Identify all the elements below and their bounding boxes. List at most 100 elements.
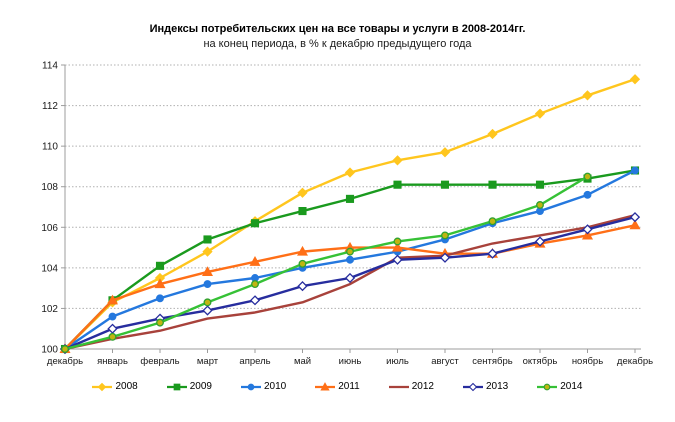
series-marker <box>298 207 307 216</box>
legend-marker <box>98 382 107 391</box>
chart-subtitle: на конец периода, в % к декабрю предыдущ… <box>203 38 472 50</box>
series-marker <box>297 280 308 292</box>
series-marker <box>249 295 261 306</box>
series-marker <box>393 180 402 189</box>
x-axis-label: декабрь <box>47 356 83 367</box>
series-line-2014 <box>63 175 589 351</box>
legend-swatch-2008 <box>92 382 113 391</box>
series-marker <box>392 155 403 166</box>
series-marker <box>535 180 545 189</box>
legend-swatch-2011 <box>315 381 336 391</box>
series-marker <box>581 229 594 240</box>
y-axis-label: 110 <box>42 142 58 153</box>
legend-marker <box>173 383 181 390</box>
series-marker <box>201 266 214 276</box>
legend-item-2012: 2012 <box>388 381 434 392</box>
x-axis-label: сентябрь <box>472 356 512 367</box>
legend-label-2013: 2013 <box>486 381 509 392</box>
series-marker <box>487 248 498 259</box>
series-marker <box>393 237 402 246</box>
series-marker <box>629 219 641 230</box>
series-marker <box>106 294 119 305</box>
y-axis-label: 112 <box>42 101 58 112</box>
series-marker <box>249 256 261 266</box>
series-line-2012 <box>63 213 637 351</box>
legend-marker <box>468 382 478 391</box>
x-axis-label: декабрь <box>617 356 653 367</box>
legend-label-2008: 2008 <box>115 381 138 392</box>
legend-item-2008: 2008 <box>92 381 138 392</box>
x-axis-label: январь <box>97 356 128 367</box>
x-axis-label: ноябрь <box>572 356 603 367</box>
y-axis-label: 104 <box>41 263 58 274</box>
series-marker <box>344 272 356 284</box>
series-marker <box>629 212 641 223</box>
series-marker <box>534 236 546 247</box>
legend-label-2012: 2012 <box>411 381 434 392</box>
legend-item-2014: 2014 <box>537 381 583 392</box>
series-marker <box>155 261 165 270</box>
legend: 2008 2009 2010 2011 2012 2013 2014 <box>0 381 675 392</box>
y-axis-label: 100 <box>41 345 58 356</box>
series-marker <box>346 247 354 256</box>
y-axis-label: 106 <box>41 223 58 234</box>
series-marker <box>296 245 309 256</box>
plot-area: 100 102 104 106 108 110 112 114 декабрь январь фев… <box>41 61 653 368</box>
series-marker <box>203 235 212 244</box>
series-marker <box>344 167 356 178</box>
y-axis-label: 108 <box>41 182 58 193</box>
series-marker <box>298 259 307 268</box>
series-marker <box>488 180 497 189</box>
series-marker <box>441 231 449 240</box>
series-marker <box>108 332 117 341</box>
series-marker <box>202 305 213 316</box>
x-axis-label: май <box>294 356 311 367</box>
x-axis-label: февраль <box>140 356 179 367</box>
x-axis-label: июнь <box>339 356 362 367</box>
series-marker <box>392 254 403 265</box>
legend-marker <box>247 383 255 390</box>
legend-item-2013: 2013 <box>463 381 508 392</box>
legend-label-2009: 2009 <box>189 381 212 392</box>
series-marker <box>534 108 546 119</box>
legend-label-2010: 2010 <box>263 381 287 392</box>
series-marker <box>107 323 118 334</box>
series-marker <box>345 194 355 203</box>
series-marker <box>629 74 641 85</box>
legend-swatch-2010 <box>240 383 261 390</box>
series-marker <box>487 128 498 140</box>
x-axis-label: апрель <box>239 356 270 367</box>
x-axis-label: июль <box>386 356 409 367</box>
series-marker <box>251 280 259 289</box>
series-marker <box>583 172 592 181</box>
chart-title: Индексы потребительских цен на все товар… <box>149 23 526 35</box>
series-marker <box>61 345 69 353</box>
x-axis-label: август <box>431 356 459 367</box>
legend-swatch-2012 <box>388 385 409 388</box>
series-marker <box>583 190 592 199</box>
series-marker <box>202 246 213 257</box>
legend-marker <box>320 381 330 391</box>
series-marker <box>631 166 639 175</box>
series-marker <box>156 318 164 327</box>
series-marker <box>582 90 593 101</box>
legend-swatch-2013 <box>463 382 483 391</box>
legend-swatch-2009 <box>166 383 187 390</box>
legend-label-2014: 2014 <box>560 381 583 392</box>
series-marker <box>440 180 450 189</box>
series-marker <box>439 252 451 263</box>
series-marker <box>582 224 593 235</box>
x-axis-label: март <box>197 356 219 367</box>
series-marker <box>203 280 212 289</box>
legend-swatch-2014 <box>537 383 558 390</box>
series-marker <box>488 217 497 226</box>
series-marker <box>250 219 260 228</box>
legend-item-2010: 2010 <box>240 381 287 392</box>
legend-marker <box>543 383 551 390</box>
y-axis-label: 114 <box>42 61 58 72</box>
legend-item-2009: 2009 <box>166 381 212 392</box>
y-axis-label: 102 <box>41 304 58 315</box>
x-axis-label: октябрь <box>523 356 558 367</box>
series-marker <box>391 241 404 252</box>
